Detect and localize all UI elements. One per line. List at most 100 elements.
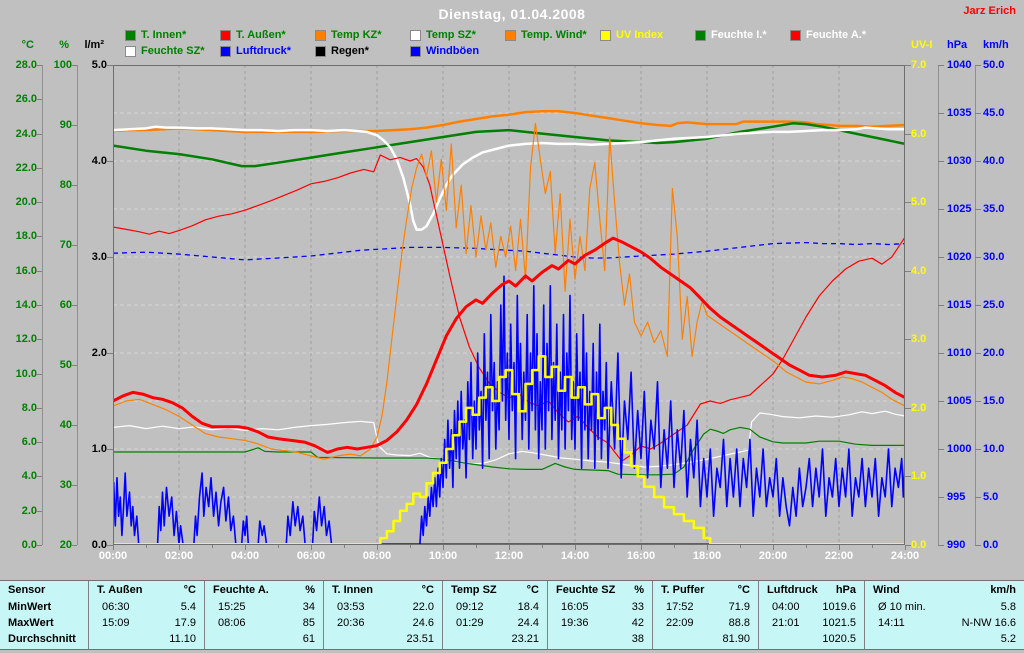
series-temp_wind: [112, 122, 906, 460]
cell-time: 19:36: [561, 617, 589, 629]
axis-tick-label-kmh: 20.0: [983, 347, 1005, 359]
axis-tick-label-hpa: 1000: [947, 443, 972, 455]
cell-time: 15:25: [218, 601, 246, 613]
table-value-row: 38: [548, 631, 652, 648]
series-windboeen: [112, 275, 906, 545]
x-axis-tick: [740, 545, 741, 548]
table-value-row: 01:29 24.4: [443, 615, 547, 632]
cell-value: 1020.5: [822, 633, 856, 645]
x-axis-tick: [872, 545, 873, 548]
table-header-row: T. Außen °C: [89, 582, 204, 599]
legend-swatch-feuchte-a: [790, 29, 801, 41]
series-uv_index: [113, 355, 905, 546]
axis-tick: [71, 65, 77, 66]
axis-tick-label-uv: 1.0: [911, 470, 927, 483]
axis-tick: [36, 373, 42, 375]
axis-tick: [938, 305, 944, 306]
cell-value: 5.2: [1000, 633, 1016, 645]
legend-item-luftdruck[interactable]: Luftdruck*: [220, 45, 291, 57]
table-row-labels: Sensor MinWert MaxWert Durchschnitt: [0, 581, 88, 649]
axis-tick-label-uv: 0.0: [911, 539, 927, 551]
axis-tick: [938, 401, 944, 402]
legend-item-regen[interactable]: Regen*: [315, 45, 369, 57]
axis-tick-label-pct: 60: [59, 299, 72, 311]
axis-tick: [71, 185, 77, 186]
axis-tick-label-hpa: 1010: [947, 347, 972, 359]
axis-tick-label-hpa: 995: [947, 491, 966, 503]
cell-value: 17.9: [174, 617, 196, 629]
axis-tick: [71, 365, 77, 366]
table-value-row: 5.2: [865, 631, 1024, 648]
legend-label: Luftdruck*: [236, 44, 291, 57]
axis-tick-label-pct: 90: [59, 119, 72, 131]
cell-time: 03:53: [337, 601, 365, 613]
cell-value: 81.90: [722, 633, 750, 645]
legend-swatch-windboeen: [410, 45, 421, 57]
legend-label: Feuchte A.*: [806, 28, 867, 41]
legend-item-t-aussen[interactable]: T. Außen*: [220, 29, 286, 41]
axis-tick: [36, 442, 42, 444]
legend-swatch-t-innen: [125, 29, 136, 41]
cell-value: 38: [631, 633, 644, 645]
axis-tick-label-uv: 4.0: [911, 264, 927, 277]
axis-tick-label-hpa: 1020: [947, 251, 972, 263]
axis-tick: [975, 257, 981, 258]
x-axis-label: 12:00: [494, 550, 524, 562]
axis-tick: [975, 353, 981, 354]
cell-value: °C: [737, 584, 750, 596]
axis-tick: [107, 161, 113, 162]
row-label: Sensor: [8, 584, 46, 596]
legend-label: Regen*: [331, 44, 369, 57]
cell-value: 42: [631, 617, 644, 629]
legend-item-temp-kz[interactable]: Temp KZ*: [315, 29, 382, 41]
axis-tick-label-hpa: 1005: [947, 395, 972, 407]
table-value-row: 15:09 17.9: [89, 615, 204, 632]
axis-tick-label-c: 20.0: [15, 196, 37, 209]
x-axis-tick: [410, 545, 411, 548]
cell-time: 20:36: [337, 617, 365, 629]
legend-item-temp-wind[interactable]: Temp. Wind*: [505, 29, 587, 41]
x-axis-label: 02:00: [164, 550, 194, 562]
axis-tick-label-lm2: 0.0: [91, 539, 107, 551]
x-axis-tick: [443, 545, 444, 550]
legend-item-uv-index[interactable]: UV Index: [600, 29, 663, 41]
legend-item-feuchte-sz[interactable]: Feuchte SZ*: [125, 45, 205, 57]
cell-value: %: [305, 584, 315, 596]
table-value-row: 23.51: [324, 631, 442, 648]
axis-tick: [71, 485, 77, 486]
axis-tick: [36, 133, 42, 135]
axis-tick: [975, 65, 981, 66]
x-axis-tick: [212, 545, 213, 548]
cell-value: 1021.5: [822, 617, 856, 629]
table-header-row: Feuchte A.%: [205, 582, 323, 599]
table-col-t-au-en: T. Außen °C 06:30 5.4 15:09 17.9 11.10: [88, 581, 204, 649]
table-header-row: Wind km/h: [865, 582, 1024, 599]
axis-tick: [71, 305, 77, 306]
cell-value: 88.8: [728, 617, 750, 629]
legend-swatch-feuchte-sz: [125, 45, 136, 57]
legend-item-temp-sz[interactable]: Temp SZ*: [410, 29, 476, 41]
legend-item-windboeen[interactable]: Windböen: [410, 45, 479, 57]
axis-line-pct: [77, 65, 78, 545]
axis-tick-label-c: 4.0: [21, 470, 37, 483]
axis-unit-uv: UV-I: [911, 39, 933, 51]
cell-value: 71.9: [728, 601, 750, 613]
axis-tick-label-kmh: 40.0: [983, 155, 1005, 167]
axis-tick-label-pct: 50: [59, 359, 72, 371]
cell-value: 5.8: [1000, 601, 1016, 613]
cell-value: °C: [183, 584, 196, 596]
legend-item-feuchte-i[interactable]: Feuchte I.*: [695, 29, 767, 41]
axis-tick: [905, 407, 911, 409]
axis-tick-label-c: 12.0: [15, 333, 37, 346]
table-value-row: 20:36 24.6: [324, 615, 442, 632]
table-header-row: Temp SZ °C: [443, 582, 547, 599]
x-axis-tick: [476, 545, 477, 548]
legend-swatch-t-aussen: [220, 29, 231, 41]
cell-value: N-NW 16.6: [961, 617, 1016, 629]
cell-time: 04:00: [772, 601, 800, 613]
legend-item-t-innen[interactable]: T. Innen*: [125, 29, 186, 41]
axis-tick-label-c: 28.0: [15, 59, 37, 71]
x-axis-label: 04:00: [230, 550, 260, 562]
legend-swatch-temp-wind: [505, 29, 516, 41]
legend-item-feuchte-a[interactable]: Feuchte A.*: [790, 29, 866, 41]
